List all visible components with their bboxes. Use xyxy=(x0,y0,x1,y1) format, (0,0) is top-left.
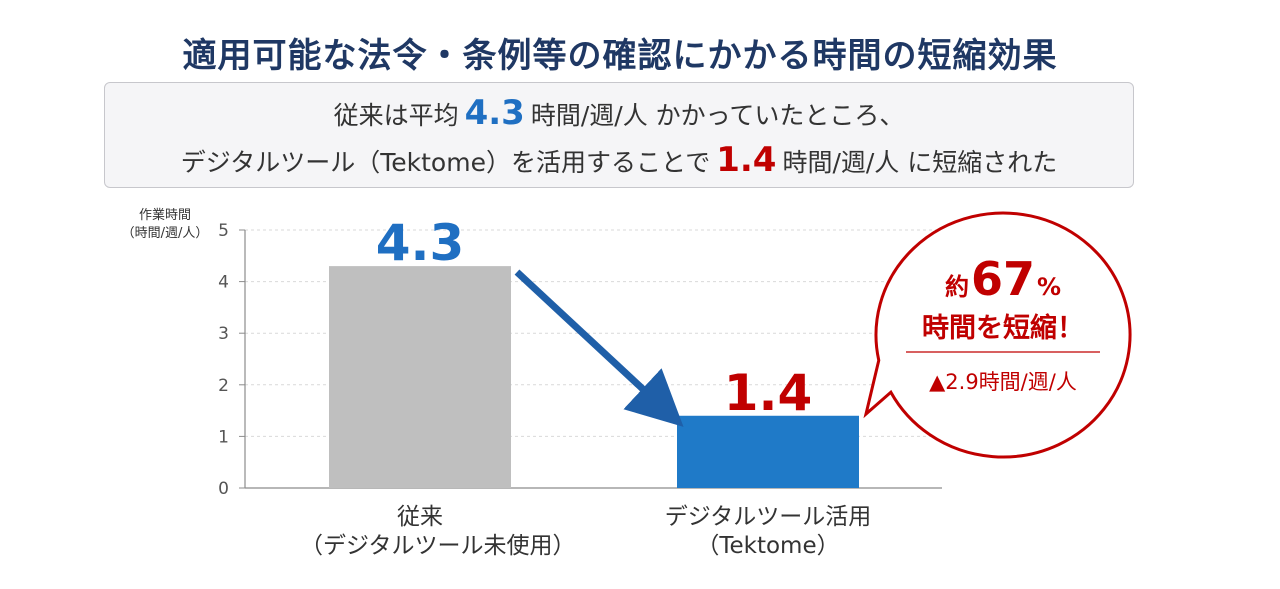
speech-bubble xyxy=(863,211,1132,459)
page-title: 適用可能な法令・条例等の確認にかかる時間の短縮効果 xyxy=(182,36,1058,76)
summary-line-1-suffix: 時間/週/人 かかっていたところ、 xyxy=(530,101,905,130)
callout-percent: 約67% xyxy=(878,252,1128,306)
summary-box: 従来は平均 4.3 時間/週/人 かかっていたところ、 デジタルツール（Tektom… xyxy=(104,82,1134,188)
x-category-before-line-2: （デジタルツール未使用） xyxy=(300,533,576,559)
value-label-after: 1.4 xyxy=(724,364,813,422)
summary-line-2-suffix: 時間/週/人 に短縮された xyxy=(782,148,1058,177)
summary-line-2: デジタルツール（Tektome）を活用することで 1.4 時間/週/人 に短縮された xyxy=(105,140,1133,180)
bars xyxy=(329,266,859,488)
x-category-before: 従来 （デジタルツール未使用） xyxy=(300,503,576,561)
y-axis-ticks: 0 1 2 3 4 5 xyxy=(218,221,245,499)
y-tick-label: 0 xyxy=(218,479,229,499)
value-label-before: 4.3 xyxy=(376,214,465,272)
bar-after xyxy=(677,415,859,488)
x-category-before-line-1: 従来 xyxy=(397,504,443,530)
x-category-after-line-2: （Tektome） xyxy=(696,533,840,559)
x-category-after-line-1: デジタルツール活用 xyxy=(664,504,872,530)
y-axis-title-line-1: 作業時間 xyxy=(138,208,191,223)
y-tick-label: 1 xyxy=(218,427,229,447)
x-category-after: デジタルツール活用 （Tektome） xyxy=(648,503,888,561)
y-axis-title-line-2: （時間/週/人） xyxy=(121,226,209,241)
summary-after-value: 1.4 xyxy=(716,140,777,180)
summary-line-1-prefix: 従来は平均 xyxy=(333,101,459,130)
y-tick-label: 2 xyxy=(218,376,229,396)
y-tick-label: 4 xyxy=(218,273,229,293)
callout-detail: ▲2.9時間/週/人 xyxy=(929,370,1077,394)
reduction-arrow xyxy=(514,269,684,427)
summary-line-2-prefix: デジタルツール（Tektome）を活用することで xyxy=(180,148,711,177)
summary-before-value: 4.3 xyxy=(464,93,525,133)
callout-headline: 時間を短縮！ xyxy=(922,313,1084,344)
y-axis-title: 作業時間 （時間/週/人） xyxy=(100,207,230,243)
y-tick-label: 5 xyxy=(218,221,229,241)
summary-line-1: 従来は平均 4.3 時間/週/人 かかっていたところ、 xyxy=(105,93,1133,133)
bar-before xyxy=(329,266,511,488)
callout-percent-sign: % xyxy=(1036,273,1062,301)
value-labels: 4.3 1.4 xyxy=(376,214,813,422)
callout-percent-value: 67 xyxy=(970,252,1035,306)
y-tick-label: 3 xyxy=(218,324,229,344)
callout-prefix: 約 xyxy=(944,273,969,301)
